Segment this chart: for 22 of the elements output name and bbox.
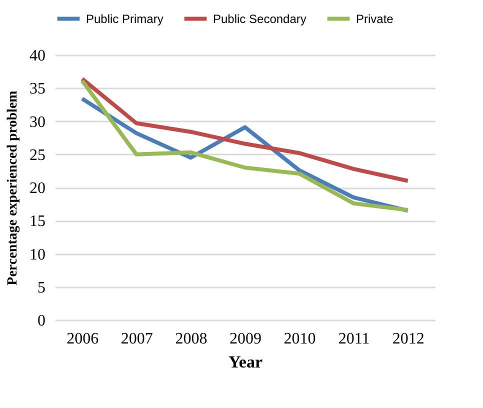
x-tick-label: 2010 <box>284 330 316 348</box>
x-tick-label: 2012 <box>392 330 424 348</box>
y-tick-label: 30 <box>30 114 46 131</box>
x-tick-label: 2006 <box>66 330 99 348</box>
y-tick-label: 15 <box>30 213 46 230</box>
legend-label: Public Primary <box>86 12 164 26</box>
y-tick-label: 5 <box>38 279 46 296</box>
x-tick-label: 2009 <box>230 330 262 348</box>
x-tick-label: 2008 <box>175 330 208 348</box>
x-tick-label: 2011 <box>338 330 370 348</box>
y-tick-label: 40 <box>30 48 46 64</box>
y-tick-label: 0 <box>38 312 46 330</box>
line-series <box>80 76 410 183</box>
y-axis-title: Percentage experienced problem <box>6 90 20 286</box>
y-tick-label: 20 <box>30 180 46 197</box>
x-tick-label: 2007 <box>120 330 153 348</box>
y-tick-label: 35 <box>30 80 46 98</box>
x-axis-title: Year <box>228 352 263 372</box>
y-tick-label: 25 <box>30 146 46 164</box>
legend-label: Public Secondary <box>213 12 306 26</box>
legend-label: Private <box>356 12 394 26</box>
y-tick-label: 10 <box>30 246 46 264</box>
